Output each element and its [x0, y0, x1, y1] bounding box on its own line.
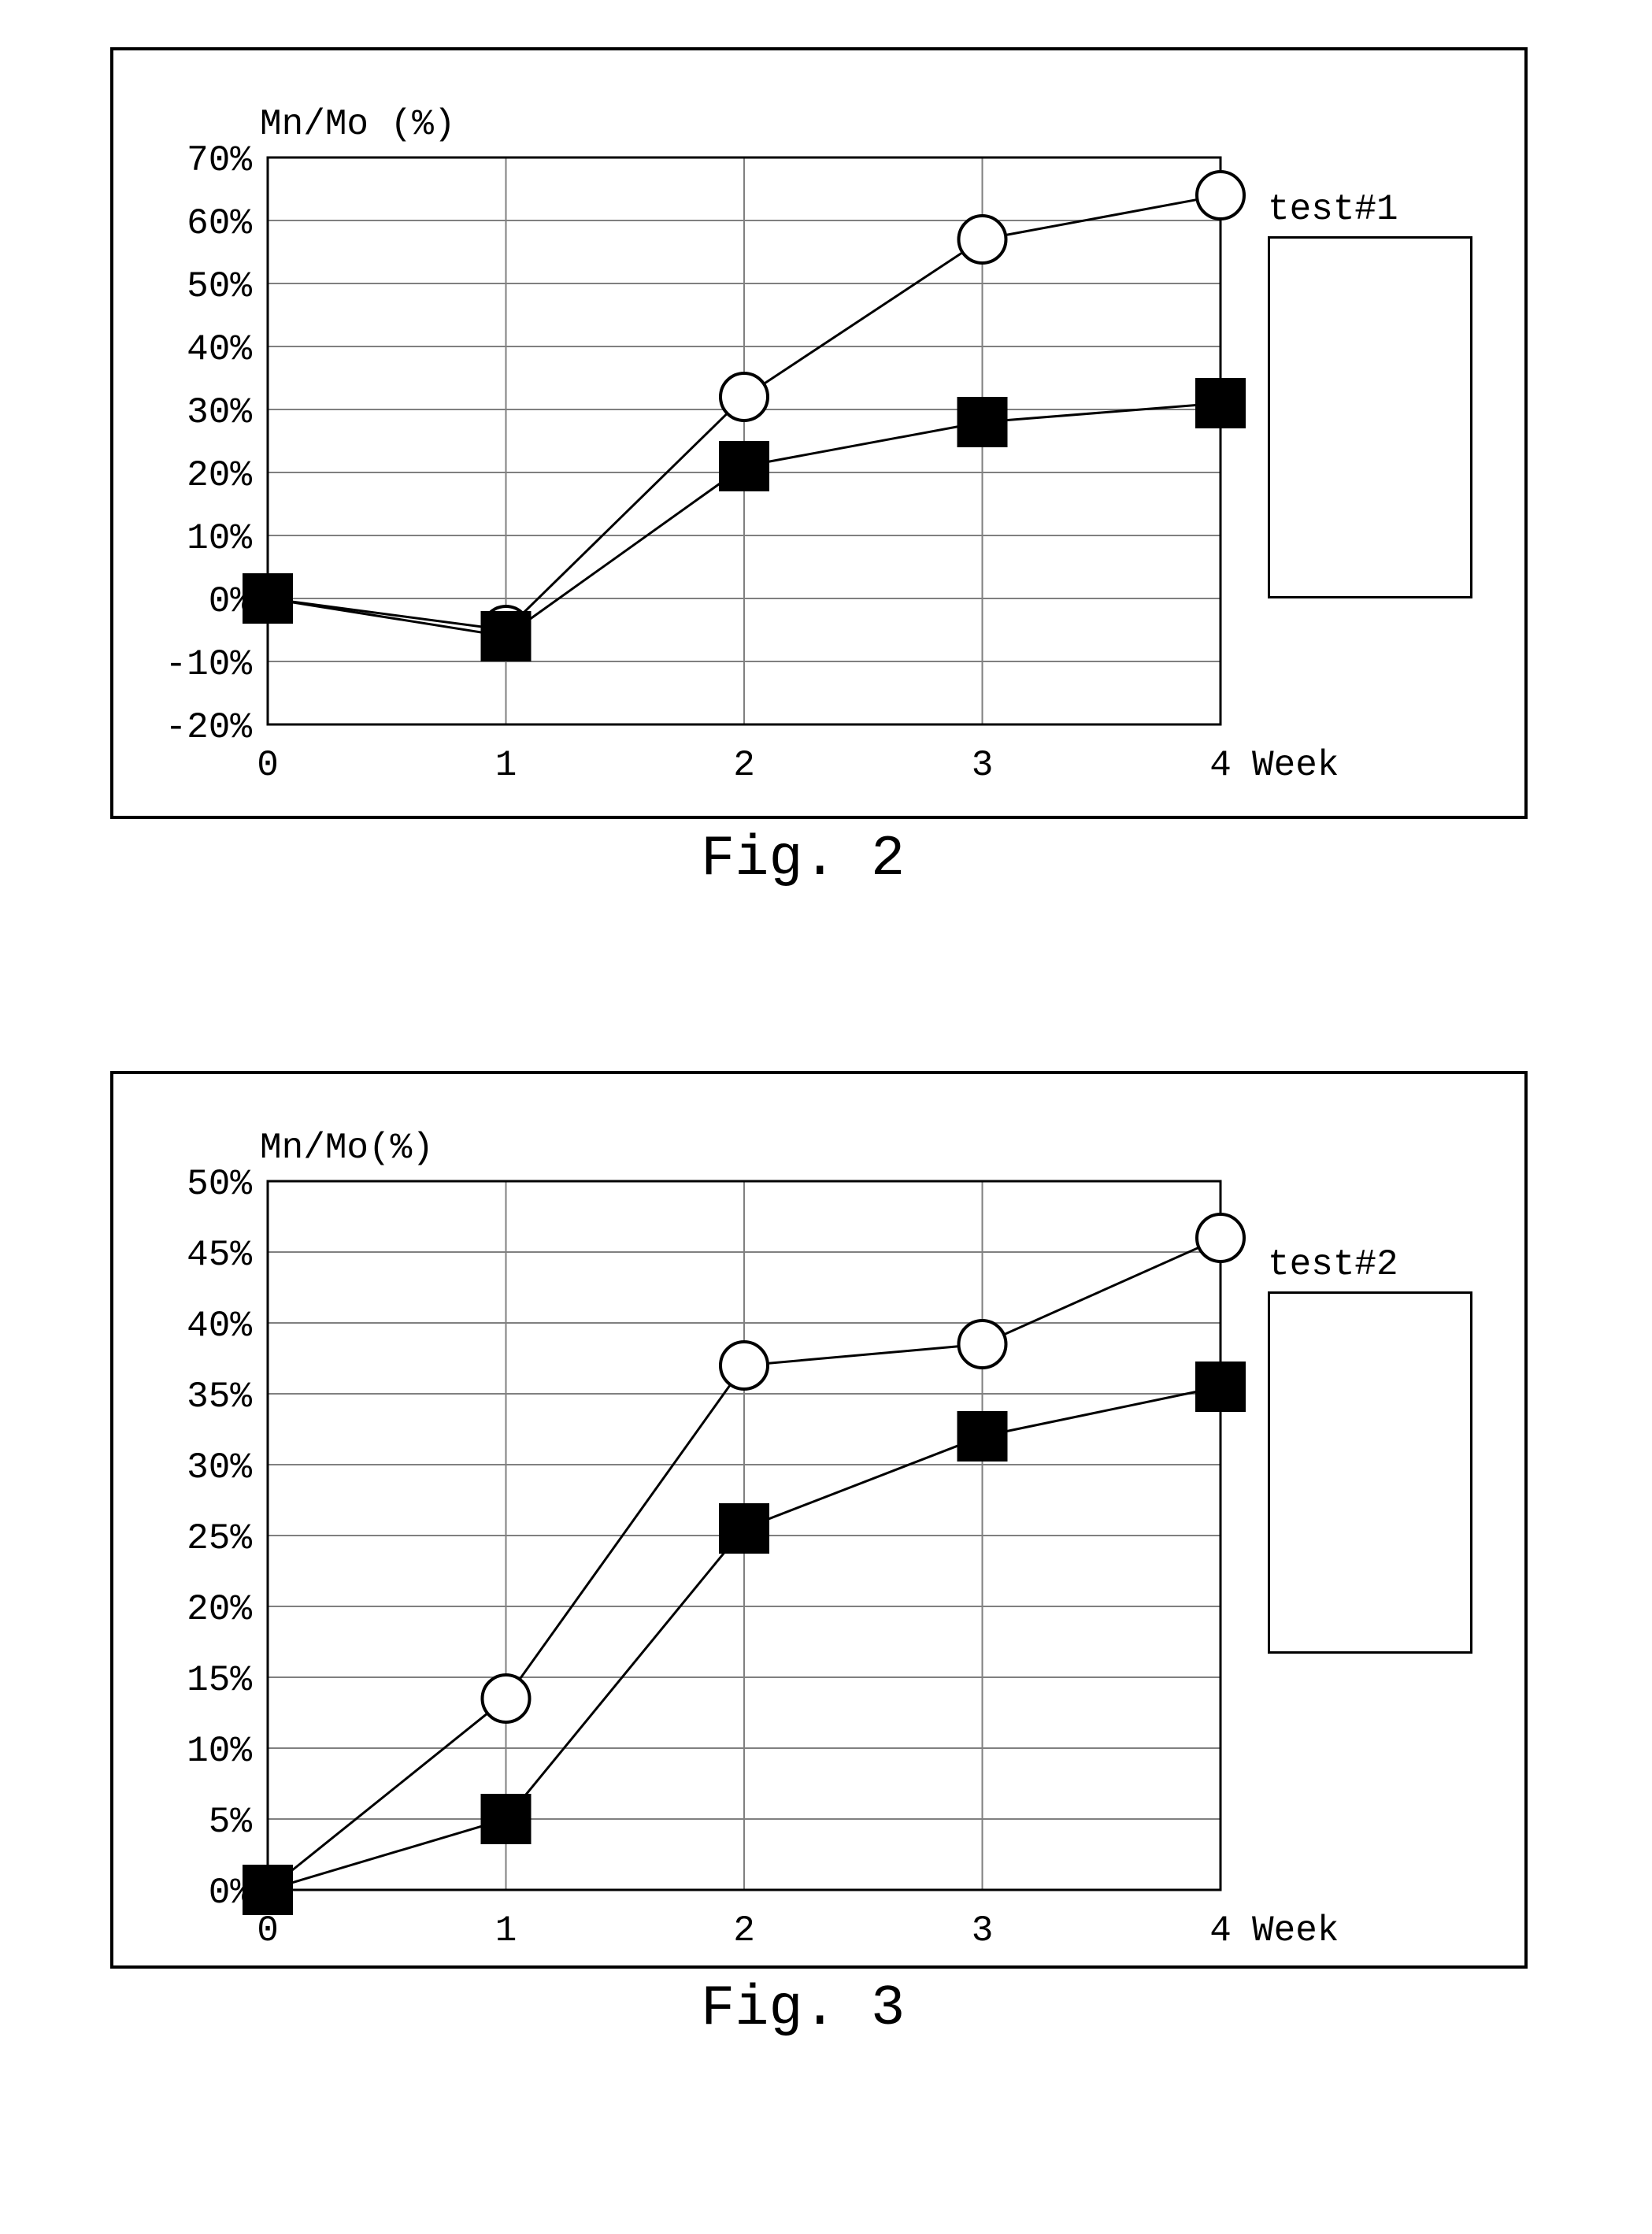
fig2-legend-box [1268, 236, 1472, 598]
fig3-legend-title: test#2 [1268, 1244, 1398, 1285]
page: -20%-10%0%10%20%30%40%50%60%70%01234Mn/M… [0, 0, 1652, 2234]
fig3-legend-box [1268, 1291, 1472, 1654]
fig3-caption: Fig. 3 [701, 1977, 905, 2041]
fig2-legend-title: test#1 [1268, 189, 1398, 230]
fig2-caption: Fig. 2 [701, 827, 905, 891]
